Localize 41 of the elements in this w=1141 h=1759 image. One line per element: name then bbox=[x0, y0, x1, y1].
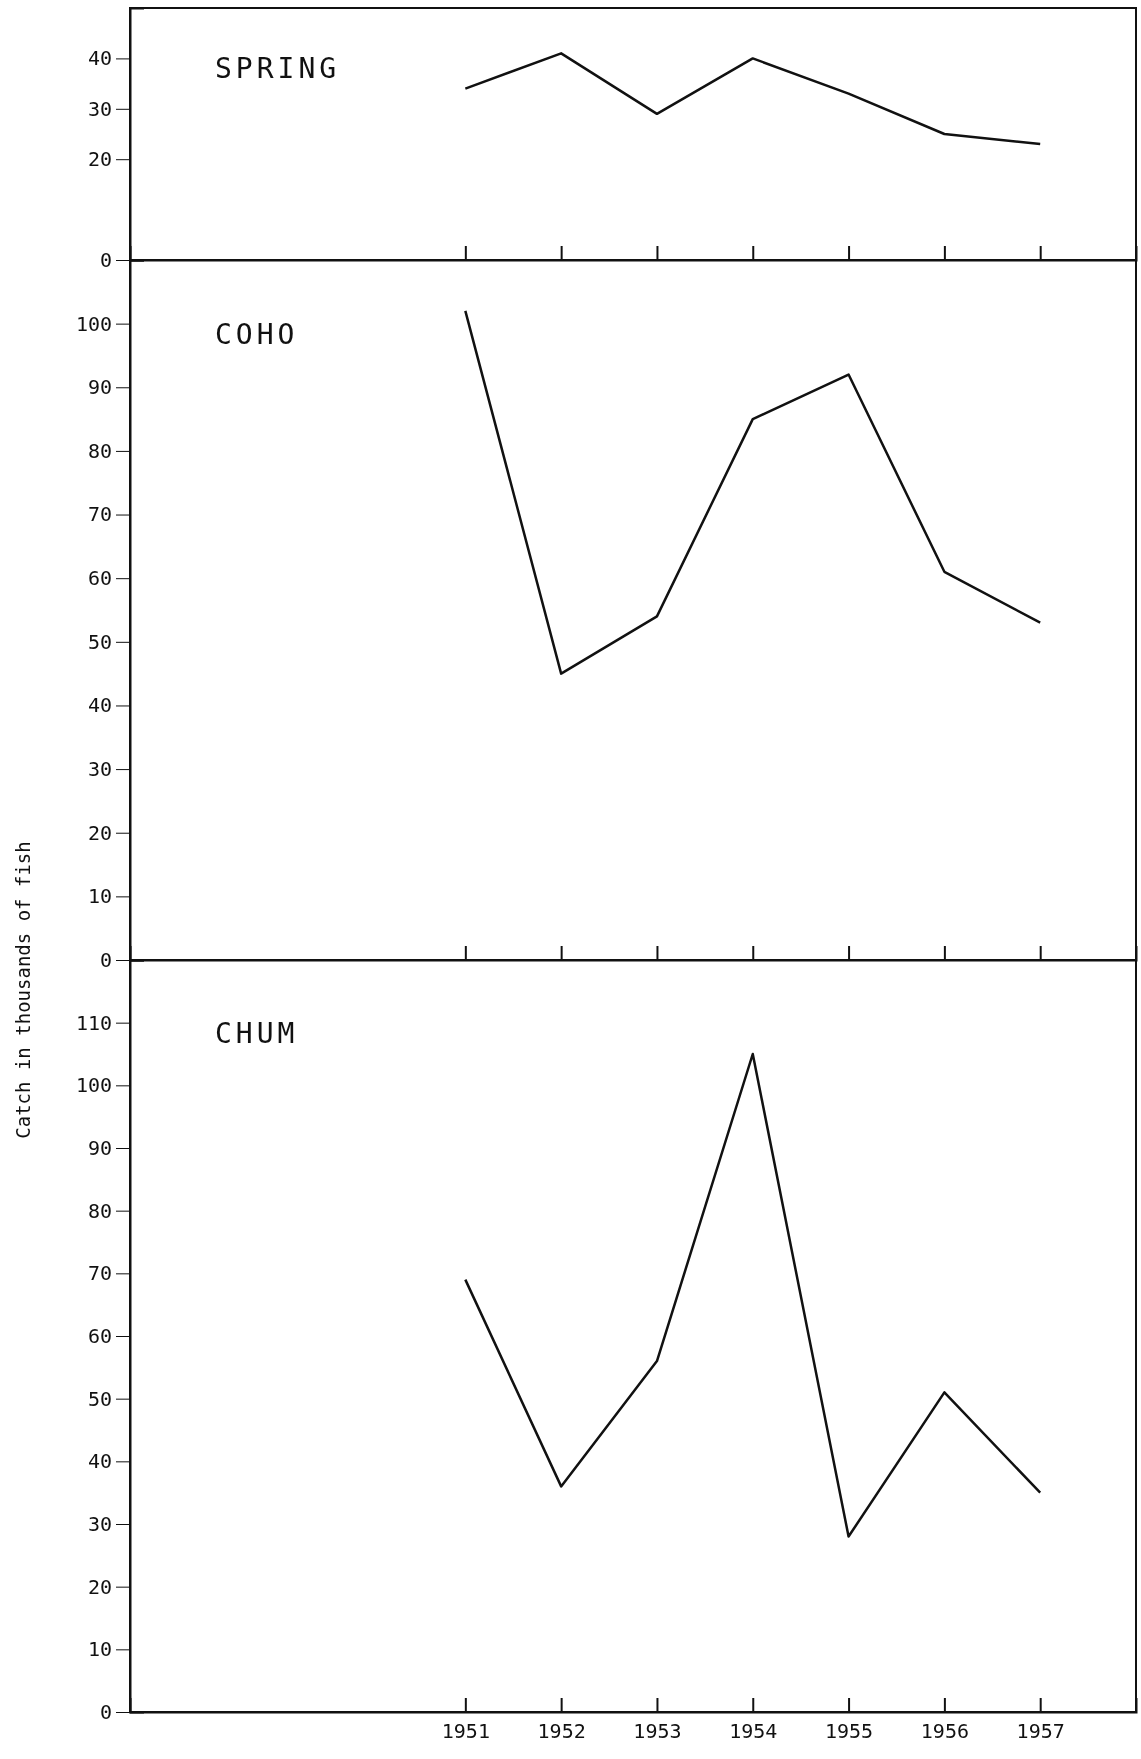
y-tick-label: 20 bbox=[87, 1574, 112, 1599]
x-tick-label: 1955 bbox=[824, 1719, 874, 1744]
y-tick-label: 0 bbox=[99, 947, 112, 972]
x-tick-label: 1953 bbox=[633, 1719, 682, 1744]
text: COHO bbox=[215, 317, 299, 351]
text: CHUM bbox=[215, 1016, 299, 1050]
y-tick-label: 0 bbox=[99, 247, 112, 272]
y-tick-label: 10 bbox=[87, 884, 112, 909]
y-axis-title: Catch in thousands of fish bbox=[12, 841, 34, 1139]
y-tick-label: 40 bbox=[87, 46, 112, 71]
y-tick-label: 80 bbox=[87, 438, 112, 463]
x-tick-label: 1957 bbox=[1016, 1719, 1065, 1744]
line-series bbox=[464, 1052, 1042, 1538]
text: SPRING bbox=[215, 52, 341, 86]
y-tick-label: 30 bbox=[87, 96, 112, 121]
y-tick-label: 80 bbox=[87, 1198, 112, 1223]
x-tick-label: 1951 bbox=[441, 1719, 490, 1744]
y-tick-label: 70 bbox=[87, 502, 112, 527]
y-tick-label: 40 bbox=[87, 693, 112, 718]
y-tick-label: 50 bbox=[87, 1386, 112, 1411]
line-series bbox=[464, 52, 1042, 146]
x-tick-label: 1952 bbox=[537, 1719, 586, 1744]
y-tick-label: 40 bbox=[87, 1449, 112, 1474]
y-tick-label: 100 bbox=[75, 311, 112, 336]
y-tick-label: 50 bbox=[87, 629, 112, 654]
y-tick-label: 100 bbox=[75, 1073, 112, 1098]
y-tick-label: 20 bbox=[87, 147, 112, 172]
y-tick-label: 10 bbox=[87, 1637, 112, 1662]
y-tick-label: 70 bbox=[87, 1261, 112, 1286]
line-series bbox=[464, 309, 1042, 675]
y-tick-label: 60 bbox=[87, 566, 112, 591]
y-tick-label: 20 bbox=[87, 820, 112, 845]
y-tick-label: 110 bbox=[75, 1010, 112, 1035]
y-tick-label: 90 bbox=[87, 1135, 112, 1160]
y-tick-label: 30 bbox=[87, 1511, 112, 1536]
x-tick-label: 1956 bbox=[920, 1719, 969, 1744]
y-tick-label: 0 bbox=[99, 1699, 112, 1724]
x-tick-label: 1954 bbox=[729, 1719, 778, 1744]
y-tick-label: 90 bbox=[87, 375, 112, 400]
y-tick-label: 30 bbox=[87, 756, 112, 781]
y-tick-label: 60 bbox=[87, 1323, 112, 1348]
